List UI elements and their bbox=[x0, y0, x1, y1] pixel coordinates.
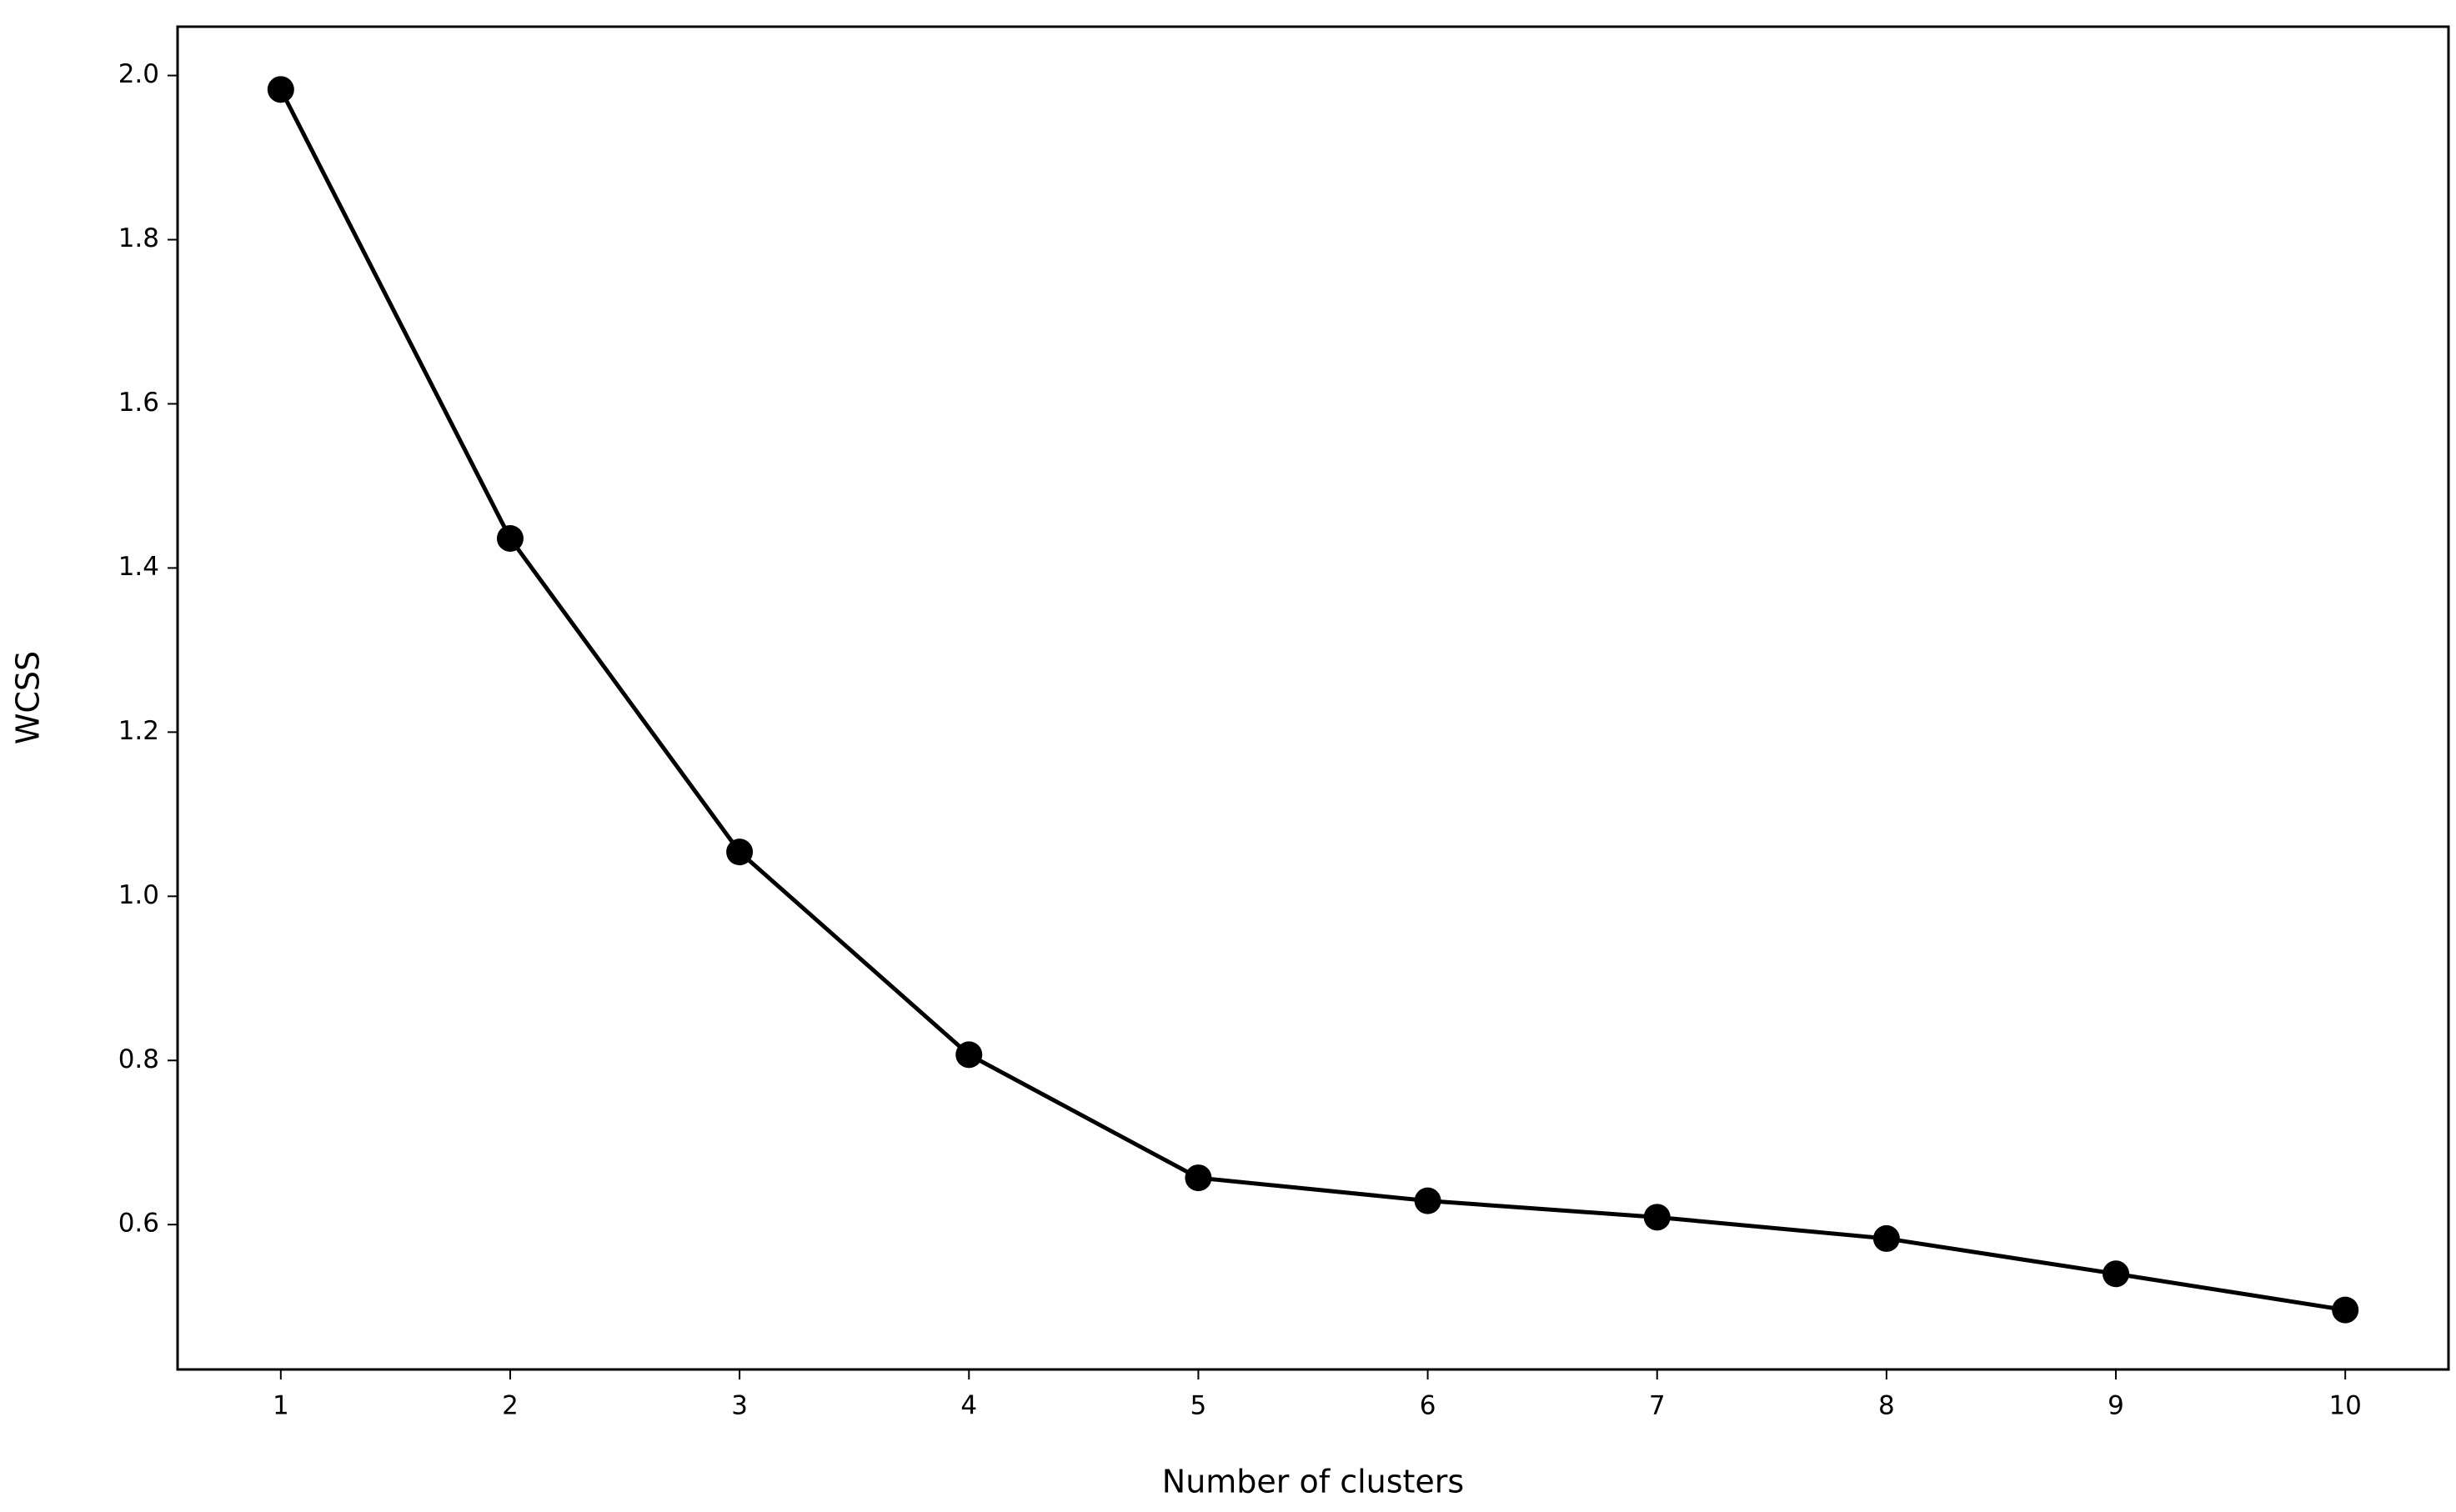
x-tick-label: 8 bbox=[1878, 1391, 1895, 1421]
point bbox=[1414, 1187, 1441, 1214]
x-tick-label: 5 bbox=[1190, 1391, 1207, 1421]
point bbox=[1643, 1204, 1671, 1231]
y-tick-label: 1.0 bbox=[118, 880, 159, 910]
point bbox=[1872, 1224, 1900, 1252]
y-tick-label: 1.2 bbox=[118, 716, 159, 746]
y-tick-label: 0.8 bbox=[118, 1044, 159, 1074]
x-axis-label: Number of clusters bbox=[1162, 1464, 1464, 1500]
series-line bbox=[278, 88, 2346, 1313]
point bbox=[2103, 1260, 2130, 1288]
point bbox=[496, 524, 524, 552]
x-tick-label: 10 bbox=[2328, 1391, 2361, 1421]
point bbox=[2332, 1296, 2359, 1324]
y-tick-label: 2.0 bbox=[118, 59, 159, 89]
point bbox=[267, 76, 294, 103]
x-tick-label: 3 bbox=[731, 1391, 748, 1421]
plot-frame bbox=[176, 25, 2450, 1371]
point bbox=[1185, 1164, 1212, 1192]
y-tick-label: 1.4 bbox=[118, 552, 159, 582]
x-tick-label: 6 bbox=[1420, 1391, 1436, 1421]
x-tick-label: 2 bbox=[502, 1391, 519, 1421]
x-tick-label: 7 bbox=[1649, 1391, 1666, 1421]
y-tick-label: 0.6 bbox=[118, 1209, 159, 1239]
point bbox=[955, 1041, 983, 1069]
y-tick-label: 1.6 bbox=[118, 388, 159, 418]
point bbox=[726, 839, 754, 866]
x-tick-label: 1 bbox=[273, 1391, 289, 1421]
x-tick-label: 9 bbox=[2108, 1391, 2124, 1421]
y-axis-label: WCSS bbox=[10, 651, 47, 744]
y-tick-label: 1.8 bbox=[118, 223, 159, 253]
x-tick-label: 4 bbox=[960, 1391, 977, 1421]
